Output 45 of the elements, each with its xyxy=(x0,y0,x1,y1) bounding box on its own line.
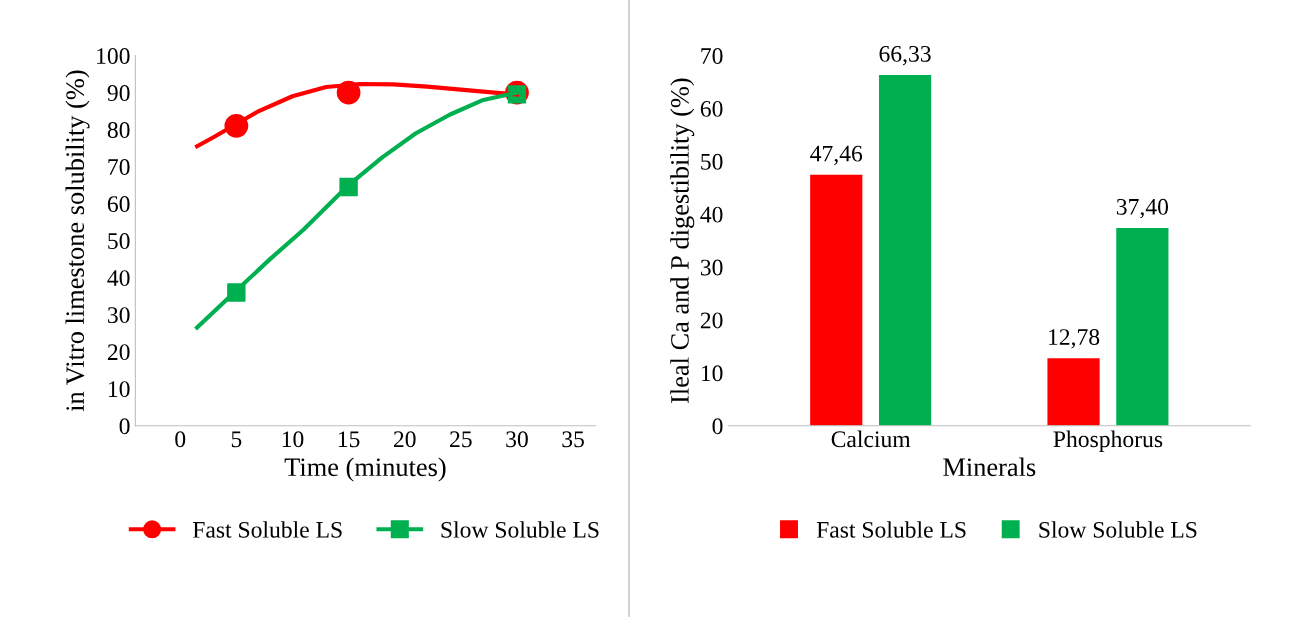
bar xyxy=(878,74,932,426)
y-tick-label: 50 xyxy=(701,153,723,170)
y-tick-label: 10 xyxy=(108,381,130,398)
data-label: 12,78 xyxy=(1049,329,1100,349)
legend-label: Fast Soluble LS xyxy=(192,521,342,538)
x-axis-title: Minerals xyxy=(943,457,1036,477)
y-axis-title: in Vitro limestone solubility (%) xyxy=(65,70,90,412)
y-tick-label: 70 xyxy=(701,48,723,64)
data-label: 47,46 xyxy=(810,145,863,165)
x-tick-label: 10 xyxy=(282,431,304,448)
legend-label: Fast Soluble LS xyxy=(816,521,966,538)
y-tick-label: 80 xyxy=(107,122,130,138)
y-tick-label: 30 xyxy=(700,259,723,276)
bar xyxy=(810,174,863,426)
x-tick-label: 0 xyxy=(175,431,186,448)
y-tick-label: 100 xyxy=(97,48,130,64)
y-tick-label: 20 xyxy=(107,344,130,361)
y-tick-label: 30 xyxy=(108,307,130,324)
legend-label: Slow Soluble LS xyxy=(441,521,599,538)
x-axis-title: Time (minutes) xyxy=(284,457,446,482)
x-tick-label: 25 xyxy=(450,431,472,448)
x-tick-label: 15 xyxy=(338,431,360,448)
y-tick-label: 50 xyxy=(108,233,130,250)
y-tick-label: 70 xyxy=(108,159,130,176)
y-tick-label: 0 xyxy=(712,418,723,435)
legend-label: Slow Soluble LS xyxy=(1039,521,1197,538)
y-tick-label: 60 xyxy=(700,100,723,117)
data-label: 37,40 xyxy=(1116,198,1169,219)
x-tick-label: 30 xyxy=(506,431,528,448)
x-tick-label: 5 xyxy=(231,431,242,448)
x-tick-label: 20 xyxy=(393,431,416,448)
y-tick-label: 0 xyxy=(119,418,130,435)
y-tick-label: 20 xyxy=(700,312,723,329)
data-label: 66,33 xyxy=(879,45,931,66)
y-tick-label: 10 xyxy=(701,365,723,382)
y-tick-label: 60 xyxy=(107,196,130,213)
bar xyxy=(1047,358,1100,426)
x-tick-label: 35 xyxy=(562,431,584,448)
x-tick-label: Calcium xyxy=(831,430,911,448)
bar xyxy=(1116,227,1169,426)
y-tick-label: 40 xyxy=(700,206,723,223)
y-tick-label: 90 xyxy=(107,85,130,101)
x-tick-label: Phosphorus xyxy=(1053,430,1163,452)
y-tick-label: 40 xyxy=(107,270,130,287)
y-axis-title: Ileal Ca and P digestibility (%) xyxy=(670,78,695,403)
